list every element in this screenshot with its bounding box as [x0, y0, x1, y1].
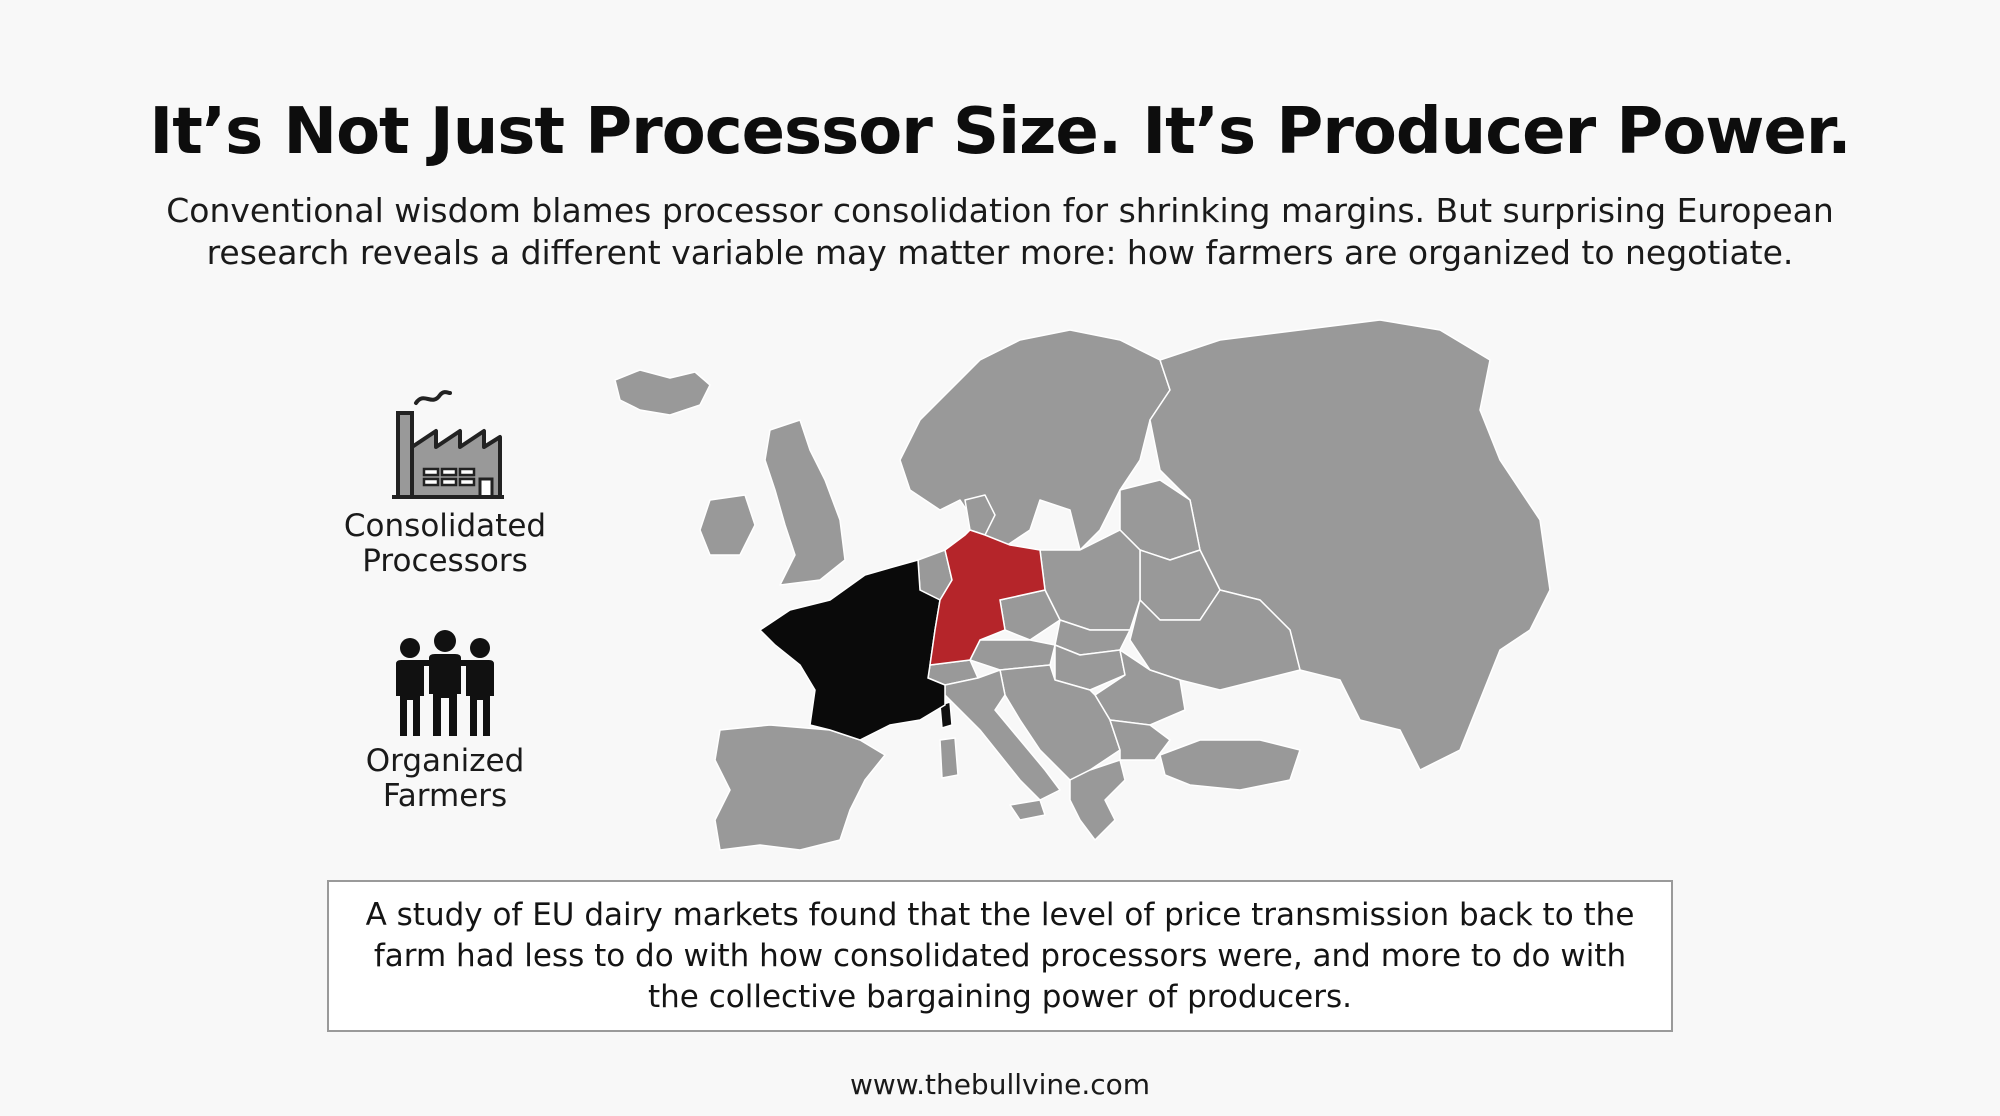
footer-url[interactable]: www.thebullvine.com: [849, 1068, 1151, 1101]
island-corsica: [939, 701, 953, 729]
island-sicily: [1009, 799, 1046, 821]
factory-icon: [392, 390, 504, 499]
country-italy: [944, 669, 1061, 801]
country-bulgaria: [1109, 719, 1171, 761]
legend-farmers-label: Organized Farmers: [365, 743, 525, 814]
country-russia: [1149, 319, 1551, 771]
country-iceland: [614, 369, 711, 416]
page-subtitle: Conventional wisdom blames processor con…: [166, 191, 1834, 272]
page-title: It’s Not Just Processor Size. It’s Produ…: [149, 95, 1851, 169]
legend-processors: Consolidated Processors: [330, 385, 560, 579]
country-france: [758, 559, 946, 741]
country-uk: [764, 419, 846, 586]
island-sardinia: [939, 737, 959, 779]
country-germany: [929, 529, 1046, 666]
country-ireland: [699, 494, 756, 556]
legend-farmers: Organized Farmers: [330, 630, 560, 814]
finding-box: A study of EU dairy markets found that t…: [327, 880, 1673, 1032]
country-denmark: [964, 494, 996, 536]
finding-text: A study of EU dairy markets found that t…: [365, 896, 1635, 1015]
country-turkey: [1159, 739, 1301, 791]
people-group-icon: [396, 630, 494, 736]
country-greece: [1069, 759, 1126, 841]
country-spain: [714, 724, 886, 851]
europe-map: [614, 319, 1551, 851]
legend-processors-label: Consolidated Processors: [343, 508, 547, 579]
